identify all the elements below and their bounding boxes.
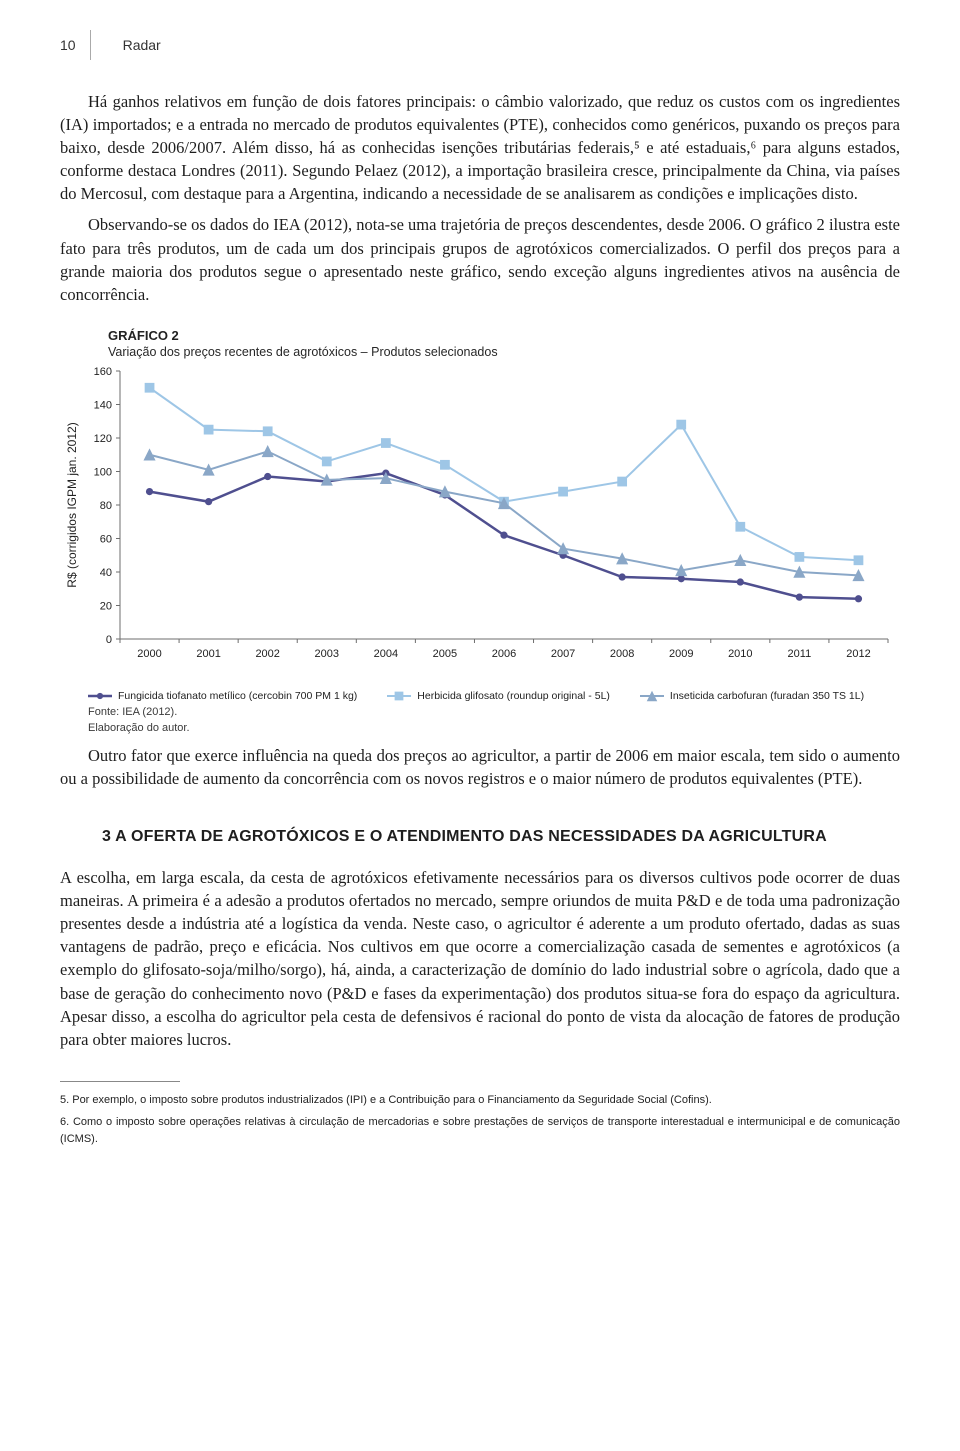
section-heading: 3 A OFERTA DE AGROTÓXICOS E O ATENDIMENT…	[102, 828, 900, 846]
svg-text:160: 160	[94, 366, 112, 378]
footnotes-separator	[60, 1081, 180, 1082]
svg-text:100: 100	[94, 466, 112, 478]
footnote-6: 6. Como o imposto sobre operações relati…	[60, 1114, 900, 1147]
svg-text:80: 80	[100, 500, 112, 512]
svg-text:20: 20	[100, 600, 112, 612]
paragraph-3: Outro fator que exerce influência na que…	[60, 744, 900, 790]
svg-text:2010: 2010	[728, 648, 752, 660]
svg-text:2006: 2006	[492, 648, 516, 660]
legend-item-inseticida: Inseticida carbofuran (furadan 350 TS 1L…	[640, 690, 864, 702]
header-divider	[90, 30, 91, 60]
legend-label-herbicida: Herbicida glifosato (roundup original - …	[417, 690, 610, 702]
page-number: 10	[60, 37, 76, 53]
legend-marker-herbicida	[387, 691, 411, 701]
paragraph-2: Observando-se os dados do IEA (2012), no…	[60, 213, 900, 305]
svg-text:R$ (corrigidos IGPM jan. 2012): R$ (corrigidos IGPM jan. 2012)	[65, 422, 79, 587]
chart-subtitle: Variação dos preços recentes de agrotóxi…	[108, 345, 900, 359]
legend-label-fungicida: Fungicida tiofanato metílico (cercobin 7…	[118, 690, 357, 702]
chart-legend: Fungicida tiofanato metílico (cercobin 7…	[88, 690, 900, 702]
chart-source-1: Fonte: IEA (2012).	[88, 706, 900, 718]
legend-marker-inseticida	[640, 691, 664, 701]
svg-text:2011: 2011	[788, 648, 812, 660]
chart-block: GRÁFICO 2 Variação dos preços recentes d…	[60, 328, 900, 734]
legend-item-herbicida: Herbicida glifosato (roundup original - …	[387, 690, 610, 702]
svg-text:2012: 2012	[846, 648, 870, 660]
svg-text:2002: 2002	[255, 648, 279, 660]
svg-text:2007: 2007	[551, 648, 575, 660]
paragraph-1: Há ganhos relativos em função de dois fa…	[60, 90, 900, 205]
paragraph-4: A escolha, em larga escala, da cesta de …	[60, 866, 900, 1051]
svg-text:2000: 2000	[137, 648, 161, 660]
svg-text:2005: 2005	[433, 648, 457, 660]
svg-text:40: 40	[100, 567, 112, 579]
svg-text:60: 60	[100, 533, 112, 545]
svg-text:120: 120	[94, 433, 112, 445]
legend-label-inseticida: Inseticida carbofuran (furadan 350 TS 1L…	[670, 690, 864, 702]
svg-text:2003: 2003	[315, 648, 339, 660]
legend-marker-fungicida	[88, 691, 112, 701]
svg-text:2009: 2009	[669, 648, 693, 660]
section-name: Radar	[123, 37, 161, 53]
line-chart: 0 20 40 60 80 100 120 140 160 2000 2001 2002 2003 200…	[60, 363, 900, 673]
svg-text:2004: 2004	[374, 648, 398, 660]
footnote-5: 5. Por exemplo, o imposto sobre produtos…	[60, 1092, 900, 1109]
chart-source-2: Elaboração do autor.	[88, 722, 900, 734]
svg-text:2001: 2001	[196, 648, 220, 660]
svg-text:140: 140	[94, 399, 112, 411]
svg-text:0: 0	[106, 634, 112, 646]
legend-item-fungicida: Fungicida tiofanato metílico (cercobin 7…	[88, 690, 357, 702]
page-header: 10 Radar	[60, 30, 900, 60]
svg-text:2008: 2008	[610, 648, 634, 660]
chart-number: GRÁFICO 2	[108, 328, 900, 343]
